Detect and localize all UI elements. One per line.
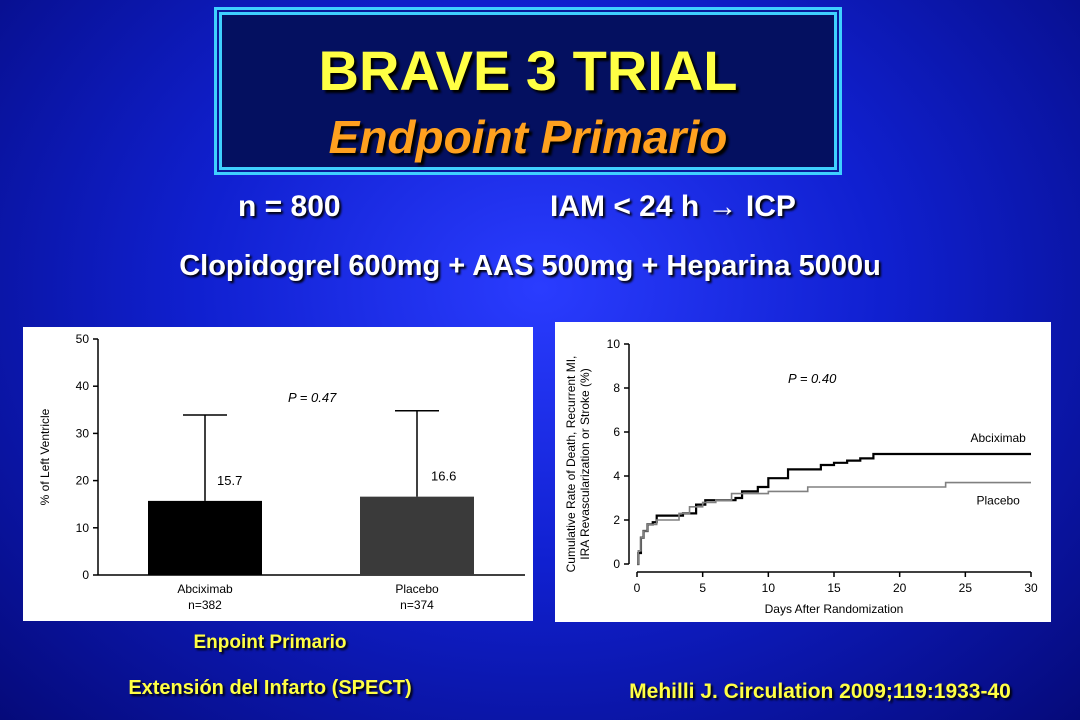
y-tick-label: 10 bbox=[76, 521, 90, 535]
legend-label-abciximab: Abciximab bbox=[970, 431, 1026, 445]
y-tick-label: 20 bbox=[76, 474, 90, 488]
regimen-text: Clopidogrel 600mg + AAS 500mg + Heparina… bbox=[179, 250, 881, 282]
legend-label-placebo: Placebo bbox=[976, 494, 1020, 508]
citation: Mehilli J. Circulation 2009;119:1933-40 bbox=[629, 680, 1011, 703]
y-tick-label: 6 bbox=[613, 425, 620, 439]
bar-placebo bbox=[360, 496, 474, 575]
y-tick-label: 8 bbox=[613, 381, 620, 395]
x-tick-label: 5 bbox=[699, 581, 706, 595]
bar-chart: 0 10 20 30 40 50 % of Left Ventricle 15.7 Abcixi… bbox=[38, 332, 525, 612]
y-tick-label: 0 bbox=[82, 568, 89, 582]
p-value-annotation: P = 0.40 bbox=[788, 371, 837, 386]
bar-chart-panel: 0 10 20 30 40 50 % of Left Ventricle 15.7 Abcixi… bbox=[23, 327, 533, 621]
y-tick-label: 50 bbox=[76, 332, 90, 346]
series-line-abciximab bbox=[637, 452, 1031, 566]
y-tick-label: 2 bbox=[613, 513, 620, 527]
y-tick-label: 30 bbox=[76, 426, 90, 440]
slide-title: BRAVE 3 TRIAL bbox=[318, 39, 738, 102]
slide-subtitle: Endpoint Primario bbox=[328, 111, 728, 163]
x-tick-label: 25 bbox=[959, 581, 973, 595]
category-label: Placebo bbox=[395, 582, 439, 596]
bar-abciximab bbox=[148, 500, 262, 575]
km-chart-panel: 0 2 4 6 8 10 0 5 10 15 20 25 30 Days After Randomizat… bbox=[555, 322, 1051, 622]
x-tick-label: 0 bbox=[634, 581, 641, 595]
y-tick-label: 10 bbox=[607, 337, 621, 351]
iam-text: IAM < 24 h → ICP bbox=[550, 190, 796, 223]
x-tick-label: 15 bbox=[827, 581, 841, 595]
category-label: Abciximab bbox=[177, 582, 233, 596]
x-tick-label: 20 bbox=[893, 581, 907, 595]
y-axis-label-line1: Cumulative Rate of Death, Recurrent MI, bbox=[564, 356, 578, 573]
bar-value-label: 16.6 bbox=[431, 469, 456, 484]
series-line-placebo bbox=[637, 481, 1031, 565]
category-sublabel: n=382 bbox=[188, 598, 222, 612]
caption-line2: Extensión del Infarto (SPECT) bbox=[128, 677, 412, 699]
y-tick-label: 4 bbox=[613, 469, 620, 483]
category-sublabel: n=374 bbox=[400, 598, 434, 612]
y-axis-label: % of Left Ventricle bbox=[38, 408, 52, 505]
bar-value-label: 15.7 bbox=[217, 473, 242, 488]
sample-size: n = 800 bbox=[238, 190, 341, 223]
y-tick-label: 0 bbox=[613, 557, 620, 571]
x-tick-label: 30 bbox=[1024, 581, 1038, 595]
y-tick-label: 40 bbox=[76, 379, 90, 393]
caption-line1: Enpoint Primario bbox=[193, 632, 347, 653]
y-axis-label-line2: IRA Revascularization or Stroke (%) bbox=[578, 368, 592, 559]
km-chart: 0 2 4 6 8 10 0 5 10 15 20 25 30 Days After Randomizat… bbox=[564, 337, 1038, 616]
x-tick-label: 10 bbox=[762, 581, 776, 595]
title-box: BRAVE 3 TRIAL Endpoint Primario bbox=[219, 12, 837, 170]
p-value-annotation: P = 0.47 bbox=[288, 390, 337, 405]
x-axis-label: Days After Randomization bbox=[765, 602, 904, 616]
